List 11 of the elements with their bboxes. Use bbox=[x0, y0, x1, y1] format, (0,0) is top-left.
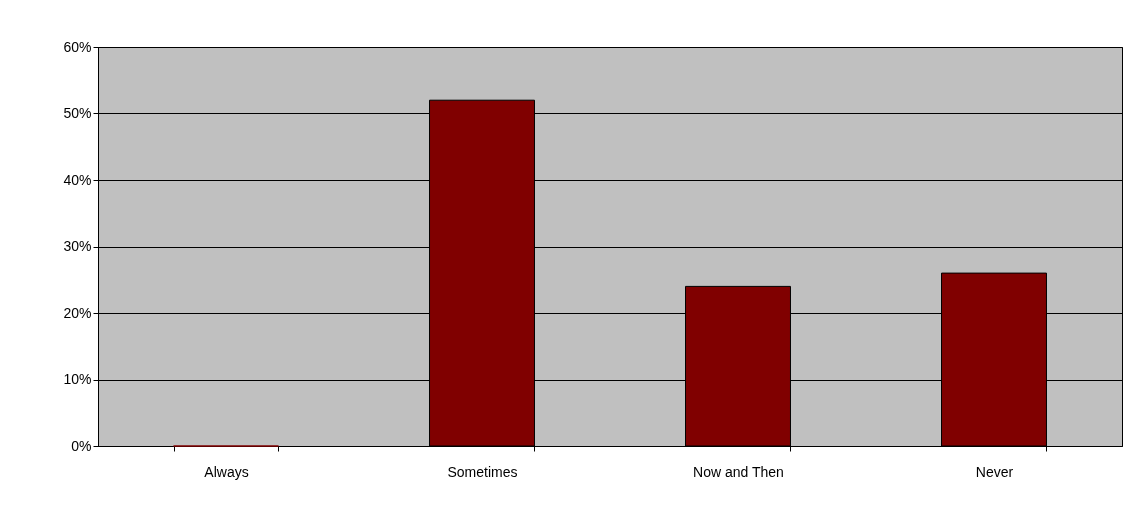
y-tick-label: 40% bbox=[63, 171, 92, 188]
y-tick-label: 20% bbox=[63, 304, 92, 321]
x-tick-label: Now and Then bbox=[693, 463, 784, 480]
y-tick-label: 50% bbox=[63, 105, 92, 121]
x-tick-label: Never bbox=[975, 463, 1014, 480]
y-tick-label: 60% bbox=[63, 38, 92, 55]
y-tick-label: 10% bbox=[63, 371, 92, 387]
x-tick-label: Sometimes bbox=[447, 463, 518, 480]
x-tick-label: Always bbox=[204, 463, 249, 480]
y-tick-label: 0% bbox=[71, 437, 92, 454]
y-tick-label: 30% bbox=[63, 238, 92, 254]
